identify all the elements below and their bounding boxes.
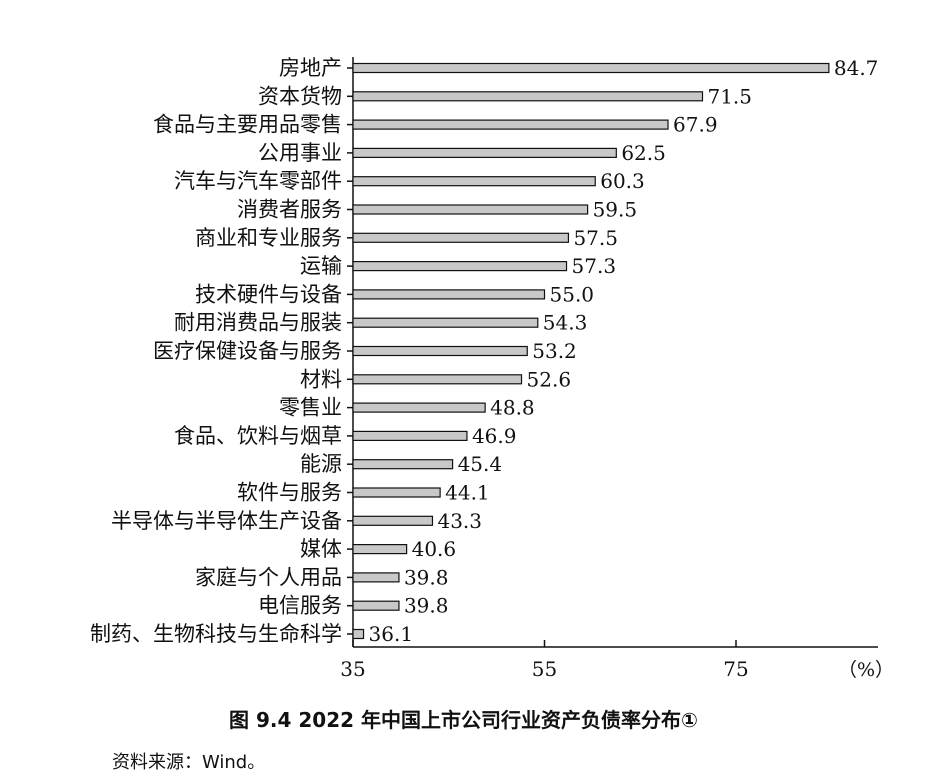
category-label: 运输	[300, 254, 342, 278]
category-label: 半导体与半导体生产设备	[111, 509, 342, 533]
category-label: 电信服务	[258, 594, 342, 618]
value-label: 84.7	[834, 56, 879, 80]
value-label: 44.1	[445, 481, 490, 505]
value-label: 57.3	[572, 254, 617, 278]
bar	[352, 119, 669, 130]
value-label: 59.5	[593, 198, 638, 222]
bar	[352, 176, 596, 187]
value-label: 43.3	[437, 509, 482, 533]
bar	[352, 402, 486, 413]
bar	[352, 147, 617, 158]
bar	[352, 628, 365, 640]
value-label: 62.5	[621, 141, 666, 165]
value-label: 39.8	[404, 565, 449, 589]
value-label: 45.4	[458, 452, 503, 476]
category-label: 食品、饮料与烟草	[174, 424, 342, 448]
category-label: 家庭与个人用品	[195, 565, 342, 589]
figure-title: 图 9.4 2022 年中国上市公司行业资产负债率分布①	[229, 708, 698, 732]
value-label: 36.1	[369, 622, 414, 646]
value-label: 39.8	[404, 594, 449, 618]
bar-chart: 35 55 75 （%） 房地产 84.7 资本货物 71.5 食品与主要用品零售 67.9 公用事…	[90, 56, 894, 681]
figure-source: 资料来源：Wind。	[112, 752, 266, 773]
value-label: 71.5	[707, 84, 752, 108]
value-label: 53.2	[532, 339, 577, 363]
category-label: 媒体	[300, 537, 342, 561]
value-label: 40.6	[412, 537, 457, 561]
bar	[352, 515, 434, 526]
unit-label: （%）	[838, 659, 894, 681]
value-label: 48.8	[490, 396, 535, 420]
value-label: 55.0	[550, 282, 595, 306]
category-label: 软件与服务	[237, 481, 342, 505]
category-label: 房地产	[279, 56, 342, 80]
category-label: 商业和专业服务	[195, 226, 342, 250]
category-label: 制药、生物科技与生命科学	[90, 622, 342, 646]
value-label: 67.9	[673, 113, 718, 137]
category-label: 公用事业	[258, 141, 342, 165]
x-tick-label: 35	[340, 657, 365, 681]
category-label: 技术硬件与设备	[195, 282, 342, 306]
category-label: 材料	[300, 367, 342, 391]
bar	[352, 91, 704, 102]
category-label: 能源	[300, 452, 342, 476]
category-label: 耐用消费品与服装	[174, 311, 342, 335]
category-label: 食品与主要用品零售	[153, 113, 342, 137]
bar	[352, 317, 539, 328]
value-label: 54.3	[543, 311, 588, 335]
bar	[352, 430, 468, 441]
bar	[352, 572, 400, 583]
bar	[352, 62, 830, 74]
x-tick-label: 75	[723, 657, 748, 681]
bar	[352, 543, 408, 555]
x-tick-label: 55	[532, 657, 557, 681]
bar	[352, 289, 546, 300]
bar	[352, 487, 441, 498]
bar	[352, 204, 589, 215]
value-label: 60.3	[600, 169, 645, 193]
bar	[352, 261, 568, 272]
category-label: 资本货物	[258, 84, 342, 108]
bar	[352, 459, 454, 470]
bar	[352, 600, 400, 611]
value-label: 52.6	[527, 367, 572, 391]
bar	[352, 232, 570, 243]
category-label: 汽车与汽车零部件	[174, 169, 342, 193]
category-label: 医疗保健设备与服务	[153, 339, 342, 363]
category-label: 消费者服务	[237, 198, 342, 222]
value-label: 46.9	[472, 424, 517, 448]
bar	[352, 345, 528, 357]
value-label: 57.5	[573, 226, 618, 250]
bar	[352, 374, 523, 385]
category-label: 零售业	[279, 396, 342, 420]
